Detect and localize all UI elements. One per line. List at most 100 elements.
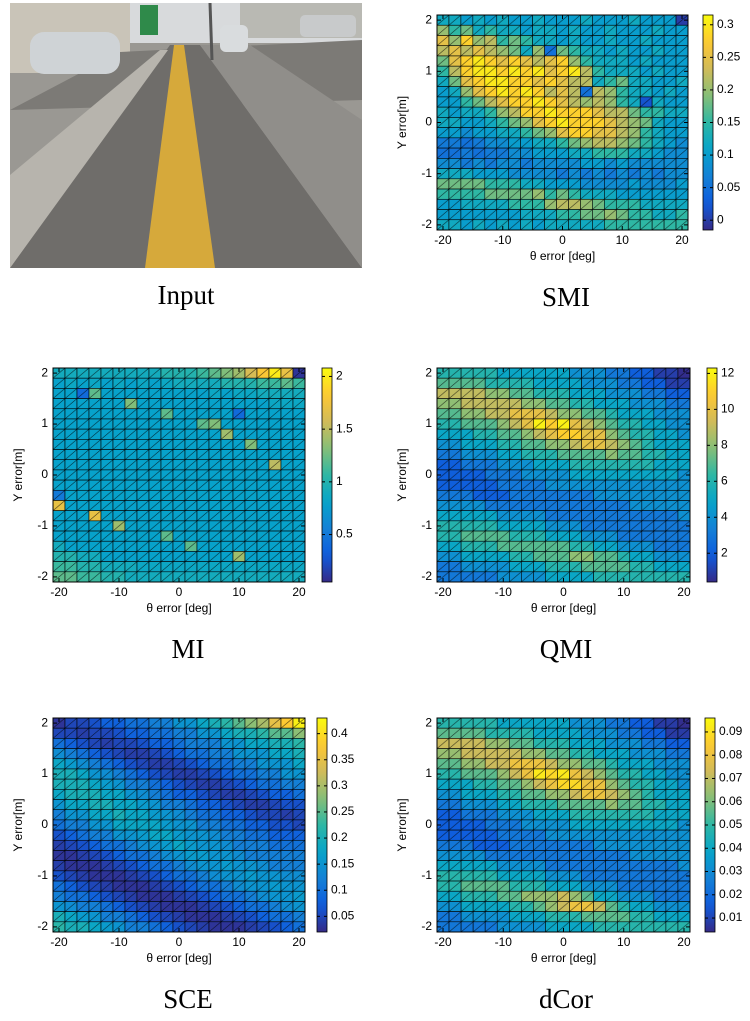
- heatmap-cell: [460, 860, 474, 872]
- heatmap-cell: [100, 479, 114, 491]
- heatmap-cell: [663, 117, 677, 128]
- heatmap-cell: [220, 901, 234, 912]
- heatmap-cell: [172, 748, 186, 760]
- heatmap-cell: [292, 748, 306, 760]
- heatmap-cell: [653, 860, 667, 872]
- colorbar-tick-label: 0.08: [719, 747, 743, 761]
- heatmap-cell: [641, 768, 655, 780]
- heatmap-cell: [88, 571, 102, 583]
- heatmap-cell: [136, 758, 150, 770]
- heatmap-cell: [208, 439, 222, 450]
- heatmap-cell: [436, 24, 450, 36]
- heatmap-cell: [64, 388, 78, 399]
- heatmap-cell: [557, 850, 570, 861]
- heatmap-cell: [496, 428, 510, 440]
- heatmap-cell: [593, 748, 606, 760]
- heatmap-cell: [593, 540, 606, 552]
- heatmap-cell: [172, 530, 186, 542]
- heatmap-cell: [208, 367, 222, 379]
- heatmap-cell: [556, 45, 569, 57]
- heatmap-cell: [557, 829, 570, 841]
- heatmap-cell: [484, 209, 498, 221]
- heatmap-cell: [280, 418, 294, 430]
- heatmap-cell: [629, 880, 643, 892]
- heatmap-cell: [653, 449, 667, 461]
- heatmap-cell: [268, 727, 282, 739]
- heatmap-cell: [160, 829, 174, 841]
- heatmap-cell: [472, 870, 486, 882]
- heatmap-cell: [436, 850, 450, 861]
- heatmap-cell: [581, 367, 594, 379]
- heatmap-cell: [172, 489, 186, 501]
- heatmap-cell: [496, 540, 510, 552]
- heatmap-cell: [653, 727, 667, 739]
- heatmap-cell: [196, 520, 210, 532]
- heatmap-cell: [641, 880, 655, 892]
- heatmap-cell: [448, 388, 462, 399]
- heatmap-cell: [460, 829, 474, 841]
- heatmap-cell: [76, 520, 90, 532]
- heatmap-cell: [292, 890, 306, 902]
- heatmap-cell: [76, 408, 90, 420]
- heatmap-cell: [641, 778, 655, 790]
- heatmap-cell: [124, 870, 138, 882]
- heatmap-cell: [472, 520, 486, 532]
- heatmap-cell: [196, 571, 210, 583]
- heatmap-cell: [88, 510, 102, 522]
- heatmap-cell: [460, 367, 474, 379]
- heatmap-cell: [677, 809, 691, 821]
- heatmap-cell: [629, 561, 643, 573]
- heatmap-cell: [292, 428, 306, 440]
- heatmap-cell: [520, 127, 533, 139]
- heatmap-cell: [220, 748, 234, 760]
- heatmap-cell: [653, 738, 667, 749]
- heatmap-cell: [460, 137, 474, 149]
- heatmap-cell: [496, 65, 510, 77]
- heatmap-cell: [521, 819, 534, 831]
- heatmap-cell: [604, 158, 617, 169]
- heatmap-cell: [220, 890, 234, 902]
- heatmap-cell: [88, 890, 102, 902]
- heatmap-cell: [184, 571, 198, 583]
- heatmap-cell: [532, 24, 545, 36]
- heatmap-cell: [100, 809, 114, 821]
- heatmap-cell: [100, 398, 114, 410]
- heatmap-cell: [460, 520, 474, 532]
- heatmap-cell: [521, 561, 534, 573]
- heatmap-cell: [280, 489, 294, 501]
- heatmap-cell: [663, 158, 677, 169]
- heatmap-cell: [663, 86, 677, 98]
- y-tick-label: 0: [425, 817, 432, 831]
- heatmap-cell: [521, 367, 534, 379]
- heatmap-cell: [124, 530, 138, 542]
- heatmap-cell: [629, 479, 643, 491]
- y-tick-label: -2: [37, 569, 48, 583]
- heatmap-cell: [593, 459, 606, 471]
- heatmap-cell: [52, 459, 66, 471]
- heatmap-cell: [448, 459, 462, 471]
- heatmap-cell: [604, 209, 617, 221]
- heatmap-cell: [64, 738, 78, 749]
- heatmap-cell: [436, 439, 450, 450]
- heatmap-cell: [100, 778, 114, 790]
- heatmap-cell: [160, 469, 174, 481]
- heatmap-cell: [556, 147, 569, 159]
- heatmap-cell: [64, 571, 78, 583]
- heatmap-cell: [496, 551, 510, 562]
- heatmap-cell: [448, 921, 462, 933]
- heatmap-cell: [112, 789, 126, 800]
- heatmap-cell: [533, 561, 546, 573]
- heatmap-cell: [112, 530, 126, 542]
- heatmap-cell: [76, 870, 90, 882]
- heatmap-cell: [64, 860, 78, 872]
- heatmap-cell: [256, 870, 270, 882]
- heatmap-cell: [639, 168, 653, 180]
- heatmap-cell: [629, 809, 643, 821]
- heatmap-cell: [629, 789, 643, 800]
- heatmap-cell: [617, 418, 631, 430]
- heatmap-cell: [292, 850, 306, 861]
- heatmap-cell: [472, 408, 486, 420]
- heatmap-cell: [184, 520, 198, 532]
- heatmap-cell: [88, 727, 102, 739]
- heatmap-cell: [112, 479, 126, 491]
